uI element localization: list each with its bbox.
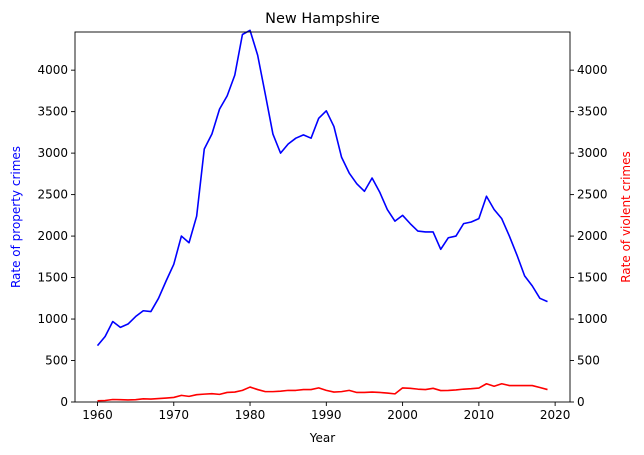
- y-tick-label-left-3500: 3500: [37, 105, 68, 119]
- y-tick-label-left-0: 0: [60, 395, 68, 409]
- x-tick-label-2000: 2000: [387, 408, 418, 422]
- series-line-property-crimes: [96, 29, 548, 347]
- y-tick-label-left-2500: 2500: [37, 188, 68, 202]
- chart-title: New Hampshire: [265, 11, 380, 27]
- x-tick-label-1960: 1960: [82, 408, 113, 422]
- plot-area: 1960 1970 1980 1990 2000 2010 2020 0 0 500 500 1000…: [37, 29, 608, 422]
- y-tick-label-right-2000: 2000: [577, 229, 608, 243]
- y-tick-label-left-500: 500: [45, 354, 68, 368]
- y-tick-label-left-1000: 1000: [37, 312, 68, 326]
- plot-frame: [74, 31, 571, 403]
- y-tick-label-left-4000: 4000: [37, 63, 68, 77]
- y-tick-label-right-3000: 3000: [577, 146, 608, 160]
- x-axis-label: Year: [309, 431, 335, 445]
- y-tick-label-left-1500: 1500: [37, 271, 68, 285]
- y-tick-label-left-2000: 2000: [37, 229, 68, 243]
- y-tick-label-right-4000: 4000: [577, 63, 608, 77]
- series-line-violent-crimes: [97, 382, 548, 402]
- x-tick-label-1970: 1970: [158, 408, 189, 422]
- y-tick-label-right-0: 0: [577, 395, 585, 409]
- y-tick-label-right-1000: 1000: [577, 312, 608, 326]
- y-tick-label-right-2500: 2500: [577, 188, 608, 202]
- y-tick-label-left-3000: 3000: [37, 146, 68, 160]
- x-tick-label-2020: 2020: [540, 408, 571, 422]
- x-tick-label-1990: 1990: [311, 408, 342, 422]
- y-tick-label-right-500: 500: [577, 354, 600, 368]
- y-axis-label-right: Rate of violent crimes: [619, 151, 633, 283]
- y-axis-label-left: Rate of property crimes: [9, 146, 23, 288]
- x-tick-label-1980: 1980: [235, 408, 266, 422]
- x-tick-label-2010: 2010: [464, 408, 495, 422]
- y-tick-label-right-3500: 3500: [577, 105, 608, 119]
- y-tick-label-right-1500: 1500: [577, 271, 608, 285]
